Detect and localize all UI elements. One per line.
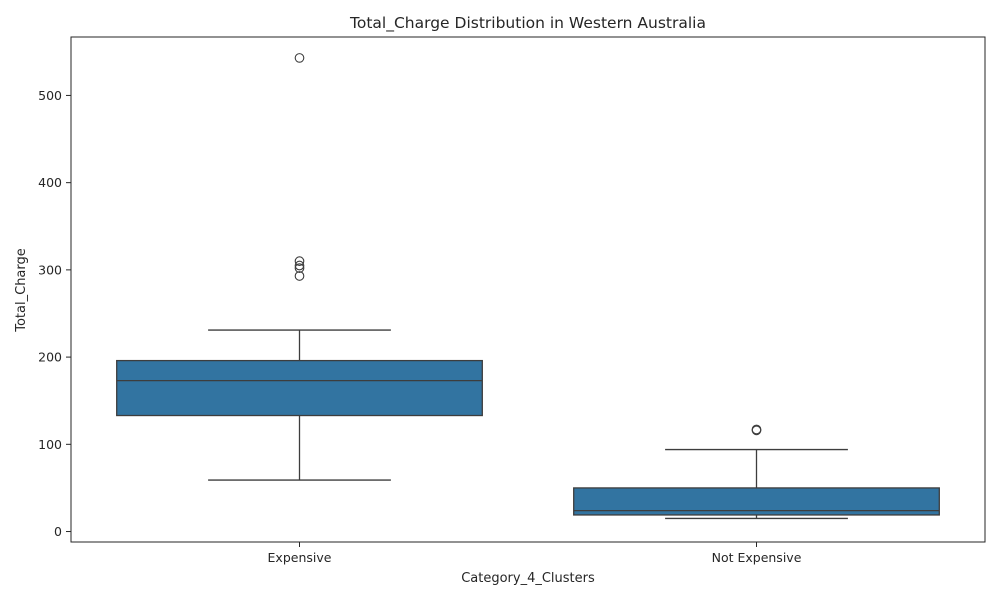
- plot-frame: [70, 36, 986, 543]
- y-tick-label: 500: [38, 88, 62, 103]
- outlier-point: [294, 260, 305, 271]
- outlier-point: [751, 424, 762, 435]
- y-tick-label: 100: [38, 437, 62, 452]
- outlier-point: [294, 256, 305, 267]
- outlier-point: [294, 53, 305, 63]
- y-tick-label: 400: [38, 175, 62, 190]
- box-group-not-expensive: [573, 424, 940, 520]
- box-group-expensive: [116, 53, 483, 481]
- plot-area: [116, 53, 940, 520]
- y-axis-label: Total_Charge: [14, 248, 29, 333]
- y-tick-label: 200: [38, 350, 62, 365]
- chart-title: Total_Charge Distribution in Western Aus…: [349, 14, 706, 33]
- x-tick-label: Expensive: [268, 550, 332, 565]
- axes: 0 100 200 300 400 500 Expensive Not Expensive: [38, 36, 986, 565]
- y-tick-label: 0: [54, 524, 62, 539]
- x-axis-label: Category_4_Clusters: [461, 571, 595, 586]
- x-tick-label: Not Expensive: [712, 550, 802, 565]
- outlier-point: [294, 271, 305, 281]
- iqr-box: [116, 359, 483, 417]
- outlier-point: [294, 263, 305, 273]
- y-tick-label: 300: [38, 262, 62, 277]
